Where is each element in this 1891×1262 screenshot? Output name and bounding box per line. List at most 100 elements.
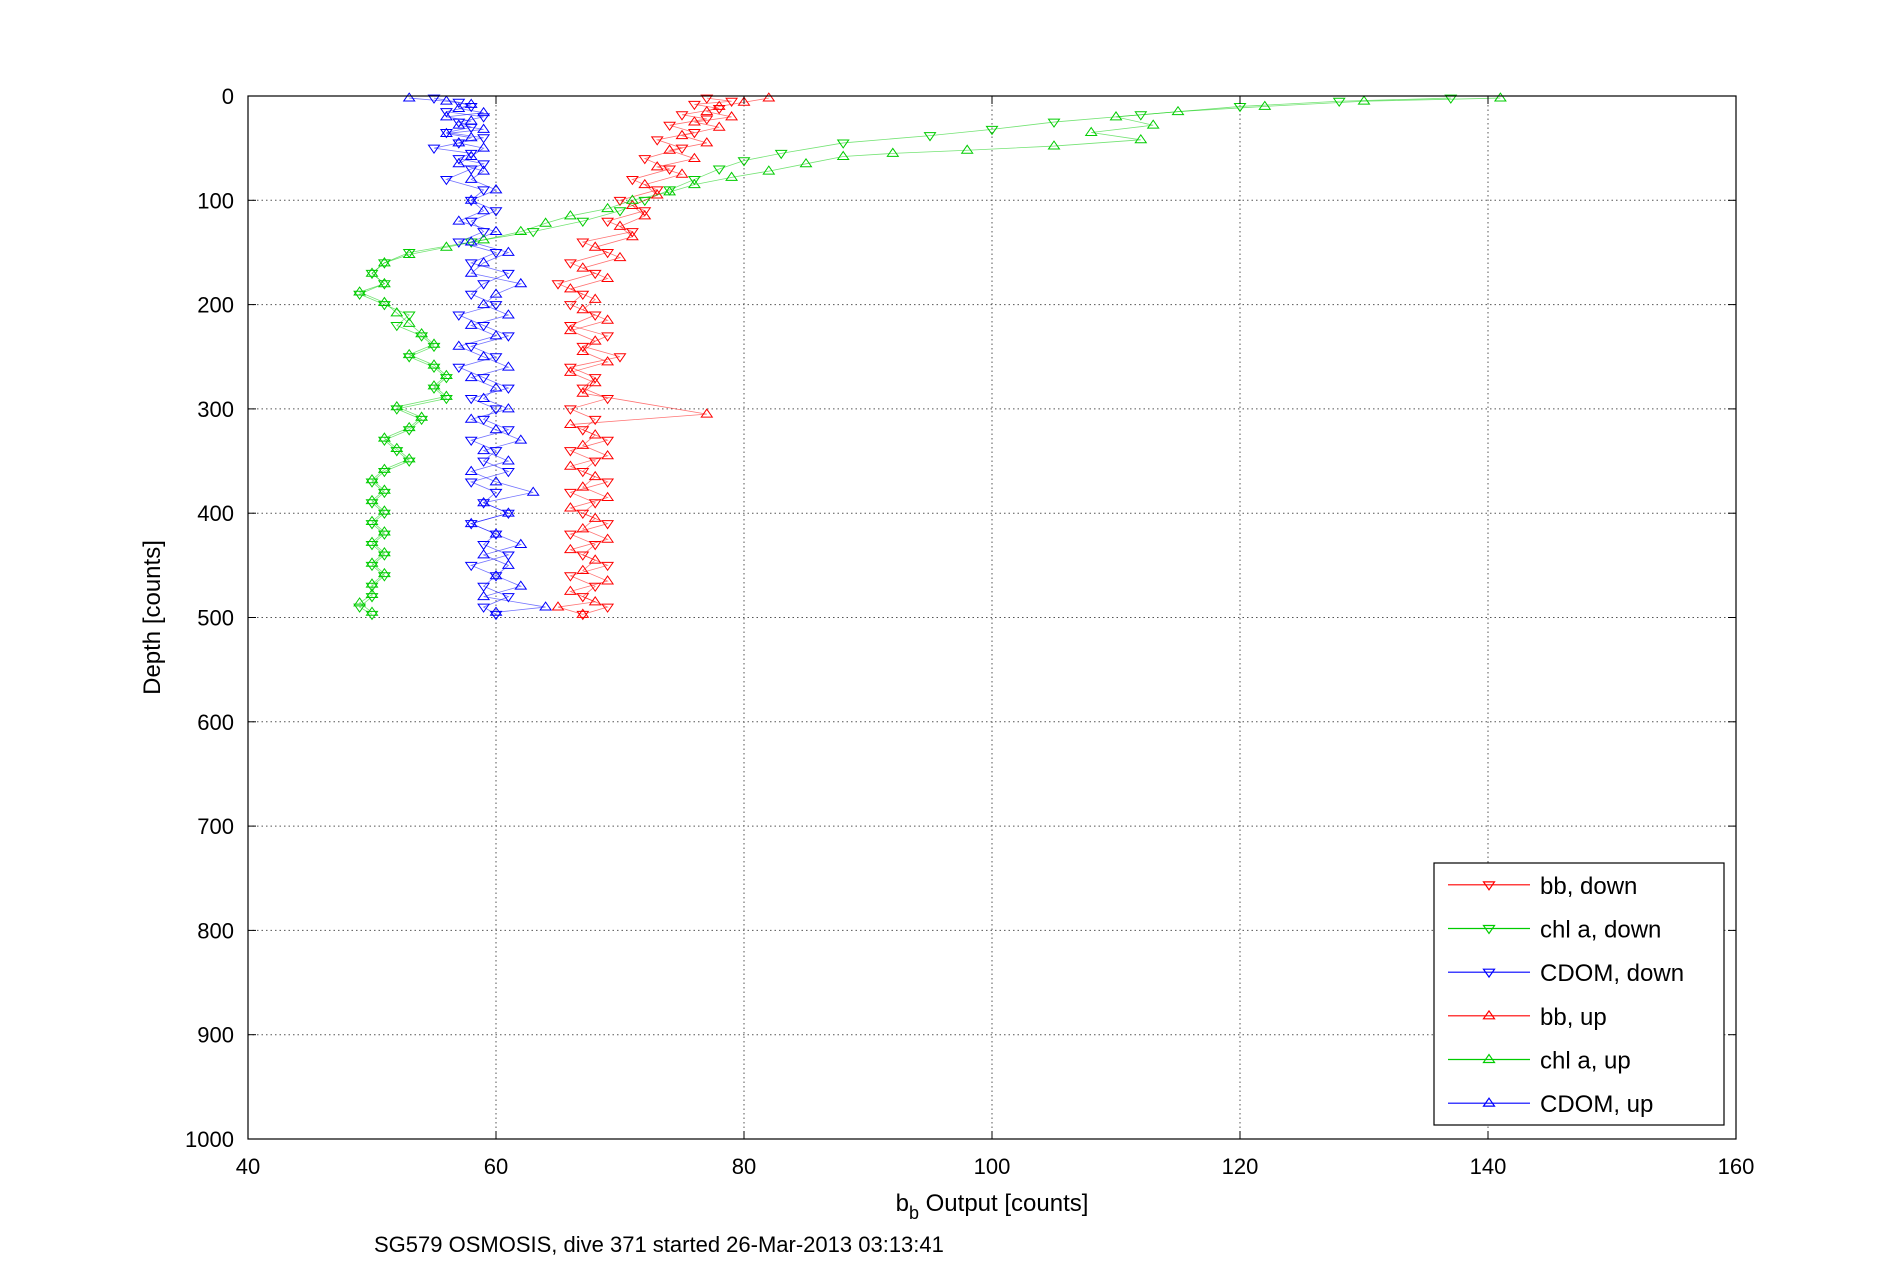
data-point	[427, 359, 441, 369]
legend-marker	[1482, 881, 1496, 891]
data-point	[377, 296, 391, 306]
data-point	[526, 228, 540, 238]
data-point	[588, 335, 602, 345]
data-point	[501, 403, 515, 413]
data-point	[588, 582, 602, 593]
data-point	[501, 309, 515, 319]
legend-marker	[1482, 968, 1496, 979]
data-point	[563, 585, 577, 595]
data-point	[477, 257, 491, 267]
data-point	[402, 248, 416, 259]
x-tick-label: 60	[484, 1154, 508, 1179]
legend-label: chl a, up	[1540, 1048, 1631, 1075]
data-point	[427, 144, 441, 154]
data-point	[601, 395, 615, 405]
legend-marker	[1482, 924, 1496, 935]
data-point	[576, 523, 590, 533]
data-point	[477, 234, 491, 244]
data-point	[353, 603, 367, 613]
data-point	[563, 366, 577, 376]
data-point	[712, 165, 726, 175]
data-point	[687, 178, 701, 189]
data-point	[452, 119, 466, 129]
data-point	[588, 429, 602, 439]
data-point	[477, 228, 491, 238]
data-point	[377, 463, 391, 473]
data-point	[1493, 92, 1507, 102]
data-point	[601, 332, 615, 342]
data-point	[737, 157, 751, 167]
data-point	[464, 196, 478, 207]
x-tick-label: 80	[732, 1154, 756, 1179]
data-point	[439, 127, 453, 138]
data-point	[725, 171, 739, 181]
data-point	[613, 251, 627, 262]
data-point	[477, 603, 491, 613]
data-point	[402, 421, 416, 432]
y-tick-label: 400	[197, 501, 234, 526]
y-tick-label: 500	[197, 606, 234, 631]
data-point	[452, 137, 466, 147]
data-point	[477, 415, 491, 426]
data-point	[452, 102, 466, 112]
legend-marker	[1482, 1097, 1496, 1107]
data-point	[452, 215, 466, 225]
data-point	[452, 155, 466, 165]
data-point	[762, 165, 776, 175]
data-point	[477, 160, 491, 170]
series-cdom-up	[402, 92, 553, 616]
data-point	[514, 277, 528, 288]
data-point	[638, 155, 652, 165]
data-point	[700, 94, 714, 104]
x-tick-label: 140	[1470, 1154, 1507, 1179]
data-point	[613, 220, 627, 230]
data-point	[501, 551, 515, 561]
data-point	[501, 332, 515, 342]
data-point	[464, 465, 478, 475]
y-tick-label: 600	[197, 710, 234, 735]
legend-item: chl a, down	[1448, 917, 1661, 944]
data-point	[563, 447, 577, 457]
data-point	[501, 468, 515, 478]
data-point	[687, 100, 701, 111]
data-point	[365, 269, 379, 280]
data-point	[613, 196, 627, 207]
x-axis-label-main: b	[896, 1190, 909, 1217]
data-point	[588, 457, 602, 467]
data-point	[477, 496, 491, 507]
data-point	[1047, 140, 1061, 150]
data-point	[687, 152, 701, 163]
y-tick-label: 200	[197, 293, 234, 318]
data-point	[588, 376, 602, 387]
y-tick-label: 800	[197, 918, 234, 943]
data-point	[489, 606, 503, 616]
data-point	[489, 488, 503, 499]
data-point	[588, 470, 602, 481]
data-point	[464, 561, 478, 572]
data-point	[650, 136, 664, 146]
data-point	[762, 92, 776, 102]
data-point	[464, 150, 478, 160]
data-point	[576, 439, 590, 449]
x-tick-label: 160	[1718, 1154, 1755, 1179]
data-point	[365, 578, 379, 588]
data-point	[663, 144, 677, 154]
x-tick-label: 40	[236, 1154, 260, 1179]
legend-label: bb, up	[1540, 1004, 1607, 1031]
data-point	[489, 476, 503, 486]
data-point	[489, 405, 503, 415]
data-point	[1258, 100, 1272, 110]
data-point	[576, 610, 590, 621]
data-point	[464, 395, 478, 405]
data-point	[477, 165, 491, 175]
data-point	[601, 217, 615, 227]
data-point	[489, 184, 503, 194]
data-point	[836, 139, 850, 149]
data-point	[601, 533, 615, 543]
data-point	[452, 363, 466, 374]
data-point	[464, 267, 478, 277]
data-point	[452, 238, 466, 248]
data-point	[563, 502, 577, 512]
data-point	[501, 559, 515, 569]
data-point	[588, 512, 602, 522]
